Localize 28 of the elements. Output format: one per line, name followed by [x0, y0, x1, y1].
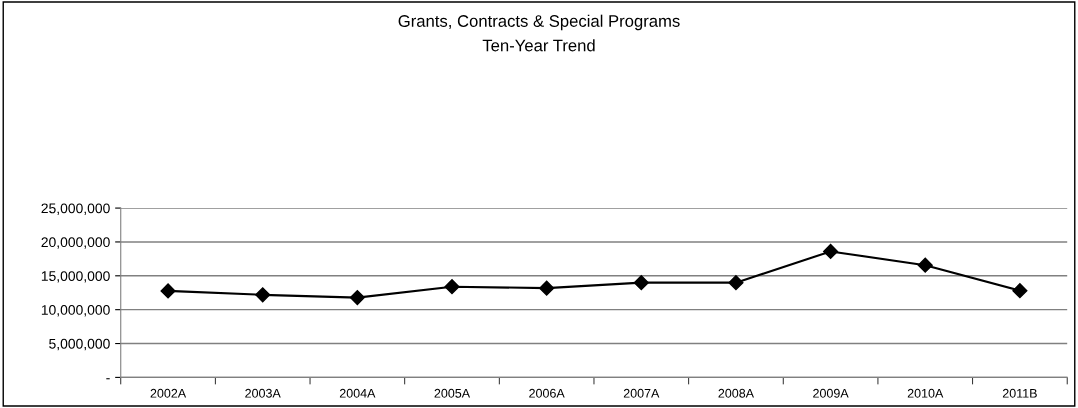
y-tick-label: 25,000,000 — [41, 203, 110, 215]
point — [633, 275, 649, 291]
point — [1012, 283, 1028, 299]
chart-title: Grants, Contracts & Special Programs — [398, 14, 680, 31]
point — [160, 283, 176, 299]
x-tick-label: 2003A — [245, 388, 281, 398]
y-tick-label: 5,000,000 — [49, 338, 110, 351]
x-tick-label: 2010A — [907, 388, 944, 398]
point — [539, 280, 555, 296]
chart-subtitle: Ten-Year Trend — [482, 39, 595, 52]
point — [917, 257, 933, 273]
x-tick-label: 2011B — [1002, 388, 1037, 398]
y-tick-label: - — [106, 378, 110, 380]
x-tick-label: 2007A — [623, 388, 660, 398]
y-tick-label: 10,000,000 — [41, 305, 110, 317]
x-tick-label: 2002A — [150, 388, 187, 398]
x-tick-label: 2009A — [813, 388, 849, 398]
point — [728, 275, 744, 291]
point — [349, 290, 365, 306]
x-tick-label: 2004A — [339, 388, 376, 398]
point — [444, 279, 460, 295]
x-tick-label: 2008A — [718, 388, 754, 398]
x-tick-label: 2006A — [529, 388, 565, 398]
point — [823, 243, 839, 259]
y-tick-label: 15,000,000 — [41, 271, 110, 283]
y-tick-label: 20,000,000 — [41, 237, 110, 249]
point — [255, 287, 271, 303]
x-tick-label: 2005A — [434, 388, 471, 398]
